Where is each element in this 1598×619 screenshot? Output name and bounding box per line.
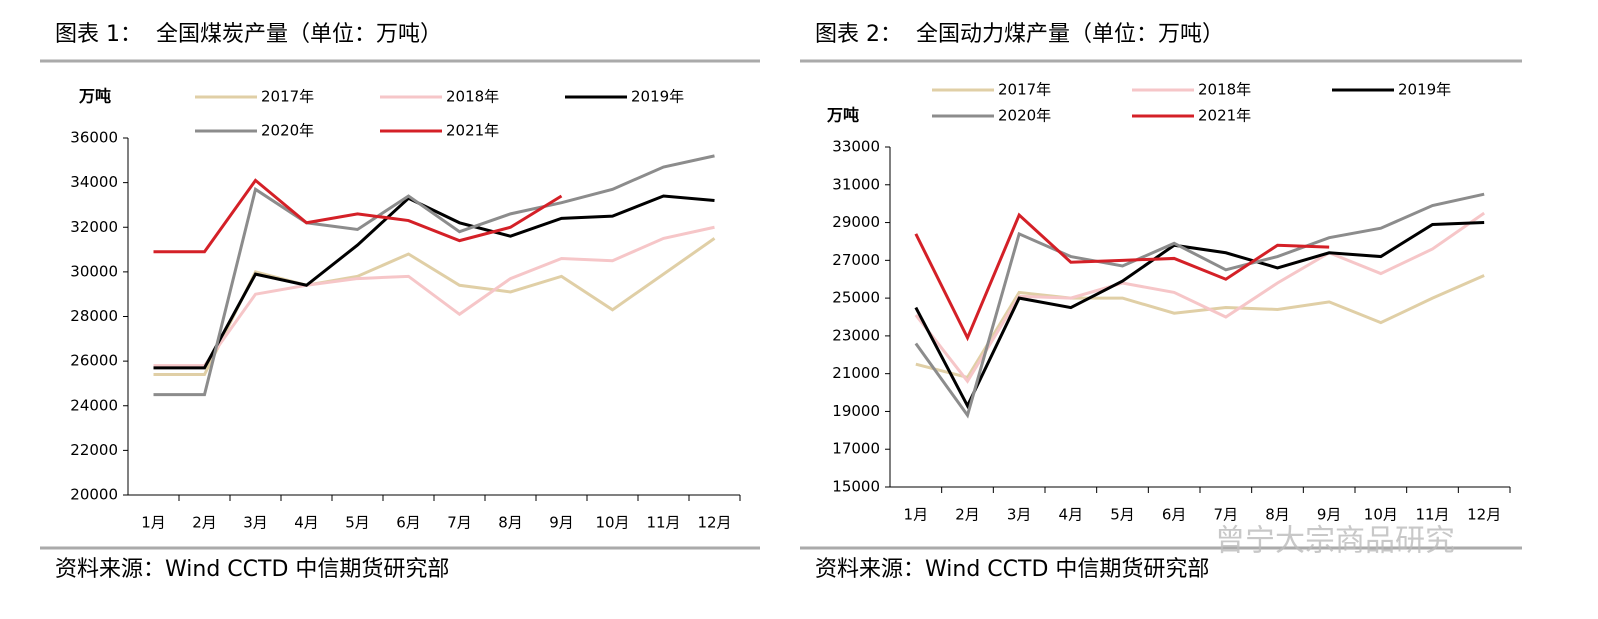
series-line	[153, 194, 715, 370]
x-tick-label: 2月	[192, 514, 217, 532]
x-tick-label: 2月	[955, 506, 980, 524]
x-tick-label: 9月	[1317, 506, 1342, 524]
source: 资料来源：Wind CCTD 中信期货研究部	[55, 557, 449, 582]
watermark: 曾宁大宗商品研究	[1215, 524, 1455, 559]
legend-label: 2021年	[1198, 107, 1251, 125]
x-tick-label: 1月	[141, 514, 166, 532]
x-tick-label: 9月	[549, 514, 574, 532]
x-tick-label: 1月	[904, 506, 929, 524]
y-tick-label: 17000	[832, 440, 880, 458]
x-tick-label: 7月	[1214, 506, 1239, 524]
y-tick-label: 24000	[70, 396, 118, 414]
x-tick-label: 5月	[1110, 506, 1135, 524]
y-tick-label: 31000	[832, 175, 880, 193]
x-tick-label: 10月	[595, 514, 629, 532]
source: 资料来源：Wind CCTD 中信期货研究部	[815, 557, 1209, 582]
y-tick-label: 33000	[832, 138, 880, 156]
y-tick-label: 27000	[832, 251, 880, 269]
x-tick-label: 12月	[697, 514, 731, 532]
legend-label: 2021年	[446, 122, 499, 140]
series-line	[914, 192, 1485, 419]
legend-label: 2020年	[998, 107, 1051, 125]
y-tick-label: 21000	[832, 364, 880, 382]
y-tick-label: 30000	[70, 262, 118, 280]
y-tick-label: 34000	[70, 173, 118, 191]
series-line	[914, 221, 1485, 410]
x-tick-label: 11月	[1415, 506, 1449, 524]
legend-label: 2018年	[446, 88, 499, 106]
x-tick-label: 4月	[294, 514, 319, 532]
y-tick-label: 22000	[70, 441, 118, 459]
x-tick-label: 10月	[1364, 506, 1398, 524]
series-line	[153, 178, 563, 254]
series-line	[915, 274, 1485, 380]
y-tick-label: 15000	[832, 478, 880, 496]
y-axis-label: 万吨	[78, 87, 111, 106]
series-line	[914, 211, 1486, 384]
series-line	[153, 225, 715, 368]
y-tick-label: 28000	[70, 307, 118, 325]
y-axis-label: 万吨	[826, 106, 859, 125]
chart-title: 图表 2： 全国动力煤产量（单位：万吨）	[815, 22, 1224, 47]
x-tick-label: 4月	[1059, 506, 1084, 524]
legend-label: 2018年	[1198, 81, 1251, 99]
x-tick-label: 6月	[396, 514, 421, 532]
x-tick-label: 7月	[447, 514, 472, 532]
y-tick-label: 25000	[832, 289, 880, 307]
legend-label: 2019年	[631, 88, 684, 106]
y-tick-label: 36000	[70, 129, 118, 147]
y-tick-label: 26000	[70, 352, 118, 370]
y-tick-label: 20000	[70, 486, 118, 504]
legend-label: 2020年	[261, 122, 314, 140]
x-tick-label: 5月	[345, 514, 370, 532]
x-tick-label: 11月	[646, 514, 680, 532]
y-tick-label: 23000	[832, 326, 880, 344]
x-tick-label: 8月	[498, 514, 523, 532]
legend-label: 2019年	[1398, 81, 1451, 99]
legend-label: 2017年	[261, 88, 314, 106]
x-tick-label: 8月	[1265, 506, 1290, 524]
x-tick-label: 6月	[1162, 506, 1187, 524]
y-tick-label: 32000	[70, 218, 118, 236]
x-tick-label: 12月	[1467, 506, 1501, 524]
chart-title: 图表 1： 全国煤炭产量（单位：万吨）	[55, 22, 442, 47]
y-tick-label: 29000	[832, 213, 880, 231]
legend-label: 2017年	[998, 81, 1051, 99]
x-tick-label: 3月	[1007, 506, 1032, 524]
y-tick-label: 19000	[832, 402, 880, 420]
series-line	[914, 212, 1330, 342]
series-line	[153, 154, 715, 397]
x-tick-label: 3月	[243, 514, 268, 532]
